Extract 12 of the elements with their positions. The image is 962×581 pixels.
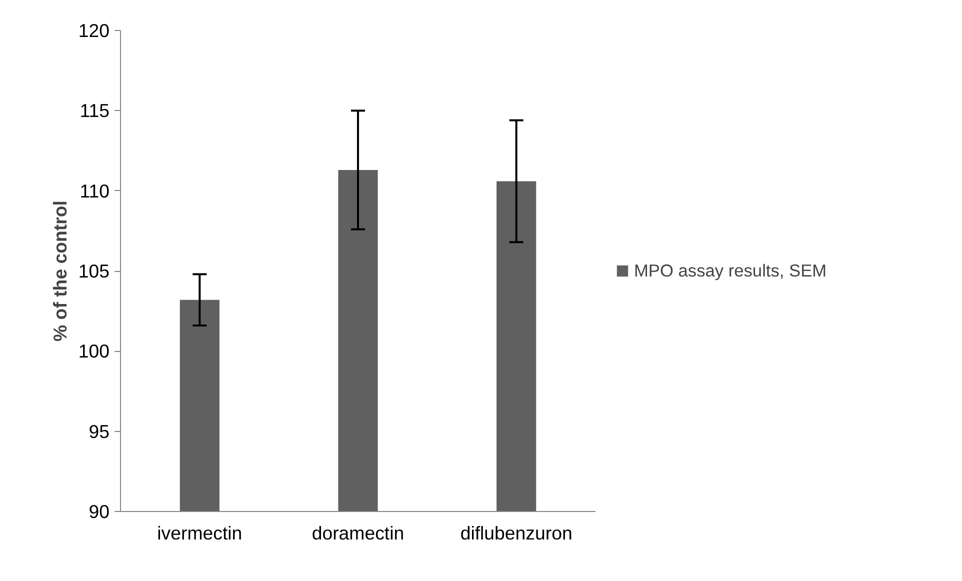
- y-axis-title: % of the control: [49, 200, 70, 342]
- legend-label: MPO assay results, SEM: [634, 260, 827, 281]
- y-tick-label: 120: [78, 20, 110, 41]
- y-tick-label: 110: [80, 180, 110, 202]
- x-tick-label: ivermectin: [157, 522, 242, 544]
- x-tick-label: diflubenzuron: [460, 522, 572, 544]
- y-tick-label: 100: [78, 340, 110, 362]
- y-tick-label: 95: [88, 420, 110, 442]
- y-tick-label: 105: [78, 260, 110, 282]
- x-tick-label: doramectin: [312, 522, 404, 544]
- y-tick-label: 90: [88, 501, 110, 522]
- y-tick-label: 115: [80, 100, 110, 122]
